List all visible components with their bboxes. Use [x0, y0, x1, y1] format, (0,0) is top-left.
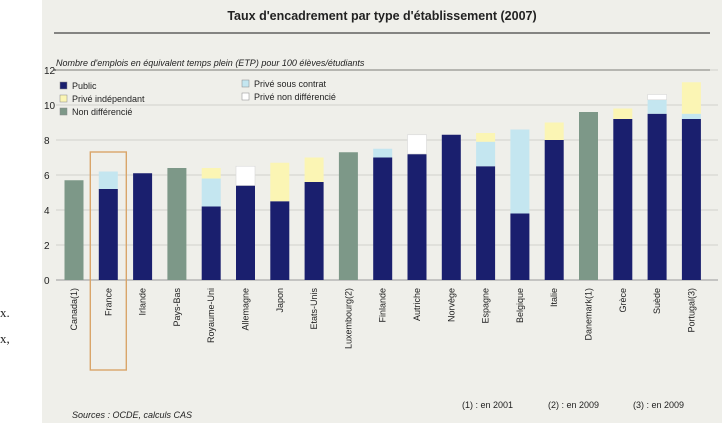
bar-segment — [681, 82, 701, 114]
x-tick-label: Belgique — [515, 288, 525, 323]
x-tick-label: Etats-Unis — [309, 288, 319, 330]
x-tick-label: Japon — [275, 288, 285, 313]
bar-segment — [133, 173, 153, 280]
y-tick-label: 12 — [44, 66, 56, 77]
bar-segment — [338, 152, 358, 280]
x-tick-label: Grèce — [618, 288, 628, 313]
x-tick-label: Canada(1) — [69, 288, 79, 331]
margin-text: x. x, — [0, 300, 40, 352]
bar-segment — [201, 168, 221, 179]
footnote: (1) : en 2001 — [462, 400, 513, 410]
margin-text-line: x. — [0, 305, 10, 320]
x-tick-label: Autriche — [412, 288, 422, 321]
legend-swatch — [241, 92, 250, 101]
margin-text-line: x, — [0, 331, 10, 346]
bar-segment — [167, 168, 187, 280]
bar-segment — [476, 166, 496, 280]
x-tick-label: Allemagne — [241, 288, 251, 331]
bar-segment — [201, 178, 221, 207]
legend-label: Public — [72, 81, 97, 91]
chart-subtitle: Nombre d'emplois en équivalent temps ple… — [56, 58, 365, 68]
bar-segment — [613, 108, 633, 119]
legend: Public Privé indépendant Non différencié Pr… — [59, 79, 336, 117]
bar-segment — [407, 154, 427, 280]
x-tick-label: Finlande — [378, 288, 388, 323]
left-margin: x. x, — [0, 0, 42, 423]
bar-segment — [647, 99, 667, 114]
bar-segment — [270, 201, 290, 280]
x-tick-label: Suède — [652, 288, 662, 314]
bar-segment — [235, 165, 256, 186]
legend-swatch — [241, 79, 250, 88]
bar-segment — [681, 119, 701, 280]
x-tick-label: Irlande — [138, 288, 148, 316]
x-tick-label: Italie — [549, 288, 559, 307]
chart-svg: Taux d'encadrement par type d'établissem… — [44, 9, 718, 420]
bar-segment — [647, 94, 667, 101]
footnote: (3) : en 2009 — [633, 400, 684, 410]
bar-segment — [544, 122, 564, 140]
footnote: (2) : en 2009 — [548, 400, 599, 410]
legend-swatch — [59, 94, 68, 103]
legend-swatch — [59, 107, 68, 116]
legend-label: Non différencié — [72, 107, 132, 117]
x-tick-label: Espagne — [481, 288, 491, 324]
y-tick-label: 2 — [44, 241, 50, 252]
bar-segment — [510, 213, 530, 280]
legend-label: Privé indépendant — [72, 94, 145, 104]
bar-segment — [270, 162, 290, 202]
chart-figure: Taux d'encadrement par type d'établissem… — [42, 0, 722, 423]
bar-segment — [304, 182, 324, 280]
y-tick-label: 6 — [44, 171, 50, 182]
bar-segment — [304, 157, 324, 182]
bars-layer — [64, 82, 701, 371]
x-tick-label: Royaume-Uni — [206, 288, 216, 343]
bar-segment — [510, 129, 530, 214]
legend-label: Privé non différencié — [254, 92, 336, 102]
highlight-box — [89, 151, 127, 371]
y-tick-label: 8 — [44, 136, 50, 147]
bar-segment — [236, 185, 255, 280]
bar-segment — [98, 171, 118, 189]
bar-segment — [64, 180, 84, 280]
bar-segment — [407, 134, 427, 155]
x-tick-labels: Canada(1) France Irlande Pays-Bas Royaume-Un… — [69, 288, 696, 350]
bar-segment — [476, 133, 496, 142]
x-tick-label: Portugal(3) — [686, 288, 696, 333]
bar-segment — [441, 134, 461, 280]
bar-segment — [98, 189, 118, 280]
bar-segment — [373, 157, 393, 280]
bar-segment — [476, 141, 496, 167]
bar-segment — [681, 113, 701, 119]
bar-segment — [373, 148, 393, 158]
bar-segment — [579, 112, 598, 280]
bar-segment — [201, 206, 221, 280]
x-tick-label: Luxembourg(2) — [343, 288, 353, 349]
bar-segment — [613, 119, 633, 280]
y-tick-label: 0 — [44, 276, 50, 287]
x-tick-label: France — [103, 288, 113, 316]
legend-swatch — [59, 81, 68, 90]
y-tick-label: 4 — [44, 206, 50, 217]
x-tick-label: Danemark(1) — [584, 288, 594, 341]
bar-segment — [544, 140, 564, 280]
x-tick-label: Norvège — [446, 288, 456, 322]
source-note: Sources : OCDE, calculs CAS — [72, 410, 192, 420]
bar-segment — [647, 113, 667, 280]
x-tick-label: Pays-Bas — [172, 288, 182, 327]
chart-title: Taux d'encadrement par type d'établissem… — [227, 9, 536, 23]
y-tick-label: 10 — [44, 101, 56, 112]
legend-label: Privé sous contrat — [254, 79, 327, 89]
